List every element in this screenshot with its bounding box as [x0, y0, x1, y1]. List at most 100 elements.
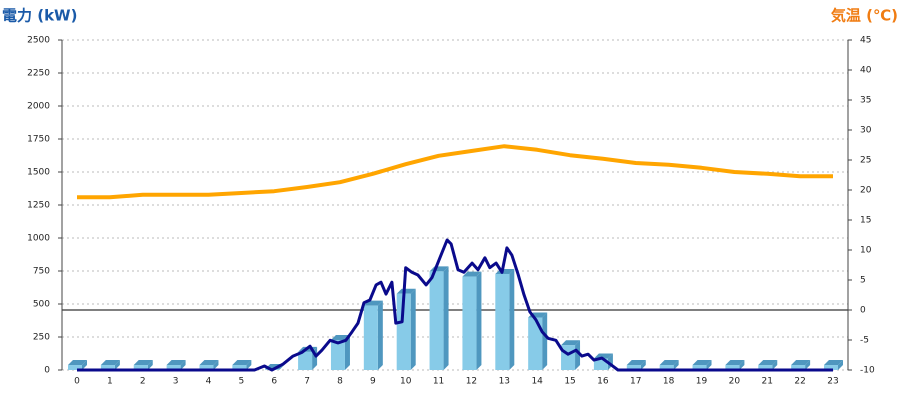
- y-tick-label: 2500: [27, 36, 50, 46]
- bar: [429, 271, 444, 370]
- bar: [462, 276, 477, 370]
- bar: [824, 365, 838, 370]
- bar: [659, 365, 674, 370]
- bar: [692, 365, 707, 370]
- bar-top: [626, 360, 646, 366]
- y-tick-label: 250: [33, 333, 50, 343]
- bar-side: [838, 360, 843, 370]
- bar-top: [199, 360, 219, 366]
- bar: [232, 365, 247, 370]
- x-tick-label: 2: [140, 377, 146, 387]
- bar: [363, 305, 378, 370]
- bar: [100, 365, 115, 370]
- bar-side: [739, 360, 745, 370]
- x-tick-label: 17: [630, 377, 641, 387]
- power-line: [77, 238, 833, 372]
- y2-tick-label: 35: [860, 96, 871, 106]
- bar-top: [462, 271, 482, 277]
- x-tick-label: 9: [370, 377, 376, 387]
- bar-top: [396, 288, 416, 294]
- x-tick-label: 8: [337, 377, 343, 387]
- bar-side: [542, 312, 548, 370]
- y2-tick-label: 10: [860, 246, 872, 256]
- y2-tick-label: 40: [860, 66, 872, 76]
- y2-tick-label: 25: [860, 156, 871, 166]
- y2-axis-title: 気温 (℃): [831, 7, 898, 25]
- x-tick-label: 7: [304, 377, 310, 387]
- y-tick-label: 2250: [27, 69, 50, 79]
- bar: [593, 358, 608, 370]
- bar: [495, 273, 510, 370]
- bar-top: [561, 340, 581, 346]
- x-tick-label: 4: [206, 377, 212, 387]
- x-tick-label: 5: [238, 377, 244, 387]
- bar-top: [824, 360, 843, 366]
- x-tick-label: 14: [531, 377, 543, 387]
- bar-side: [509, 268, 515, 370]
- bar-side: [147, 360, 153, 370]
- bar-side: [344, 334, 350, 370]
- x-tick-label: 10: [400, 377, 412, 387]
- bar-top: [133, 360, 153, 366]
- temperature-line: [77, 144, 833, 200]
- bar-side: [213, 360, 219, 370]
- y-tick-label: 0: [44, 366, 50, 376]
- x-tick-label: 13: [499, 377, 510, 387]
- bar-top: [791, 360, 811, 366]
- y2-tick-label: -5: [860, 336, 869, 346]
- y-tick-label: 1500: [27, 168, 50, 178]
- bar-side: [377, 300, 383, 370]
- bar-side: [246, 360, 252, 370]
- bar-top: [593, 353, 613, 359]
- y2-tick-label: 30: [860, 126, 872, 136]
- y2-tick-label: 15: [860, 216, 871, 226]
- x-tick-label: 21: [762, 377, 773, 387]
- bar-side: [82, 360, 87, 370]
- bar: [758, 365, 773, 370]
- bar-top: [100, 360, 120, 366]
- bar: [528, 317, 543, 370]
- y2-tick-label: 45: [860, 36, 871, 46]
- bar-side: [410, 288, 416, 370]
- bar-top: [68, 360, 87, 366]
- y-tick-label: 1250: [27, 201, 50, 211]
- bar: [791, 365, 806, 370]
- bar: [626, 365, 641, 370]
- y2-tick-label: 0: [860, 306, 866, 316]
- bar-side: [443, 266, 449, 370]
- x-tick-label: 15: [564, 377, 575, 387]
- bar: [133, 365, 148, 370]
- x-tick-label: 6: [271, 377, 277, 387]
- bar-side: [673, 360, 679, 370]
- x-tick-label: 19: [696, 377, 708, 387]
- bar-top: [692, 360, 712, 366]
- x-tick-label: 1: [107, 377, 113, 387]
- y-tick-label: 500: [33, 300, 50, 310]
- bar-side: [180, 360, 186, 370]
- y-tick-label: 1000: [27, 234, 50, 244]
- bar-side: [114, 360, 120, 370]
- y2-tick-label: 5: [860, 276, 866, 286]
- x-tick-label: 23: [827, 377, 838, 387]
- x-tick-label: 3: [173, 377, 179, 387]
- x-tick-label: 12: [466, 377, 477, 387]
- x-tick-label: 22: [794, 377, 805, 387]
- x-tick-label: 16: [597, 377, 609, 387]
- bar-top: [166, 360, 186, 366]
- y2-tick-label: -10: [860, 366, 875, 376]
- x-tick-label: 11: [433, 377, 444, 387]
- bar: [68, 365, 82, 370]
- y2-tick-label: 20: [860, 186, 872, 196]
- bar: [298, 351, 313, 370]
- bar-side: [575, 340, 581, 370]
- bar: [396, 293, 411, 370]
- y-axis-title: 電力 (kW): [2, 7, 77, 25]
- bar: [166, 365, 181, 370]
- bar-side: [640, 360, 646, 370]
- y-tick-label: 750: [33, 267, 50, 277]
- x-tick-label: 0: [74, 377, 80, 387]
- bar: [725, 365, 740, 370]
- bar: [330, 339, 345, 370]
- bar-side: [706, 360, 712, 370]
